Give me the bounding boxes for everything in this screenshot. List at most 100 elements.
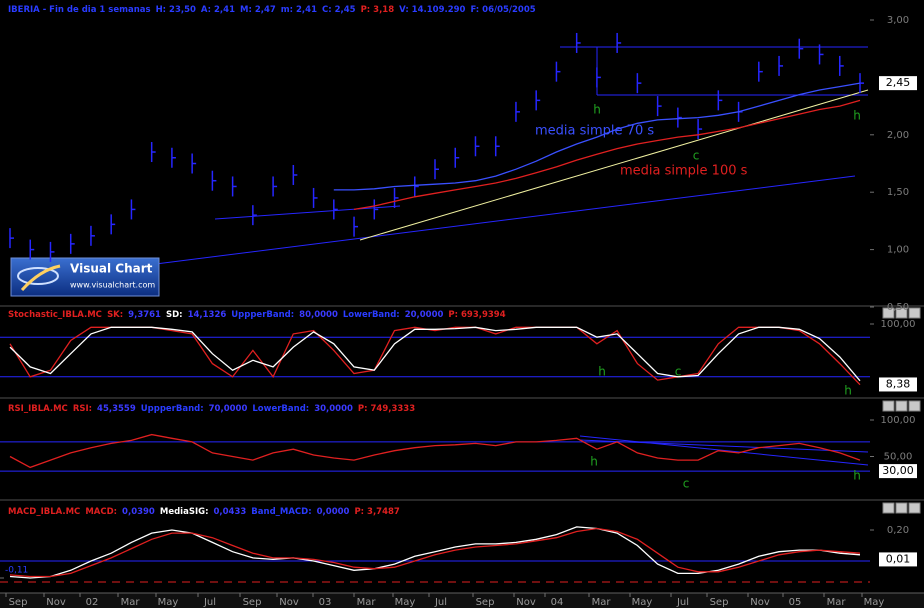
price-bar xyxy=(191,153,197,174)
x-tick-label: Mar xyxy=(357,597,377,608)
price-bar xyxy=(353,216,359,237)
price-bar xyxy=(312,187,318,208)
header-item: 9,3761 xyxy=(128,310,161,320)
x-tick-label: Nov xyxy=(46,597,66,608)
annotation: h xyxy=(844,384,852,398)
price-bar xyxy=(656,96,662,117)
price-bar xyxy=(29,239,35,260)
header-item: MACD_IBLA.MC xyxy=(8,507,80,517)
price-bar xyxy=(252,205,257,226)
y-tick-label: 3,00 xyxy=(887,15,909,26)
x-tick-label: Nov xyxy=(516,597,536,608)
logo-title: Visual Chart xyxy=(70,262,153,276)
header-item: 0,0433 xyxy=(213,507,246,517)
header-item: Band_MACD: xyxy=(251,507,311,517)
y-tick-label: 0,20 xyxy=(887,525,909,536)
header-item: A: 2,41 xyxy=(201,5,235,15)
price-bar xyxy=(272,176,278,197)
x-tick-label: May xyxy=(395,597,416,608)
trendline xyxy=(214,205,401,220)
time-axis-strip xyxy=(0,593,924,608)
x-tick-label: May xyxy=(632,597,653,608)
trendline xyxy=(359,89,869,241)
header-item: P: 3,18 xyxy=(361,5,395,15)
header-item: 14,1326 xyxy=(188,310,227,320)
header-item: RSI: xyxy=(73,404,92,414)
price-bar xyxy=(575,32,581,53)
header-item: P: 3,7487 xyxy=(354,507,399,517)
annotation: h xyxy=(853,109,861,123)
series-line xyxy=(333,82,861,191)
header-item: M: 2,47 xyxy=(240,5,276,15)
x-tick-label: Nov xyxy=(279,597,299,608)
price-bar xyxy=(231,176,237,197)
x-tick-label: Jul xyxy=(434,597,447,608)
annotation: c xyxy=(683,477,690,491)
price-bar xyxy=(596,67,601,88)
price-bar xyxy=(90,225,95,246)
x-tick-label: Sep xyxy=(476,597,495,608)
logo-url: www.visualchart.com xyxy=(70,281,155,290)
x-tick-label: Jul xyxy=(203,597,216,608)
price-bar xyxy=(474,136,480,157)
series-line xyxy=(9,433,861,469)
price-bar xyxy=(454,147,460,168)
price-bar xyxy=(150,142,156,163)
price-bar xyxy=(636,73,642,94)
annotation: c xyxy=(675,365,682,379)
last-value-box xyxy=(879,76,917,91)
annotation: h xyxy=(598,365,606,379)
x-tick-label: 04 xyxy=(551,597,564,608)
x-tick-label: Jul xyxy=(676,597,689,608)
series-line xyxy=(9,326,861,382)
annotation: h xyxy=(853,469,861,483)
header-item: UppperBand: xyxy=(231,310,294,320)
header-item: LowerBand: xyxy=(343,310,400,320)
header-item: P: 749,3333 xyxy=(358,404,415,414)
trendline xyxy=(579,435,869,466)
header-item: 20,0000 xyxy=(405,310,444,320)
header-item: F: 06/05/2005 xyxy=(470,5,535,15)
x-tick-label: Nov xyxy=(750,597,770,608)
x-tick-label: Mar xyxy=(827,597,847,608)
price-bar xyxy=(49,241,55,262)
window-buttons[interactable] xyxy=(882,307,921,514)
price-bar xyxy=(69,233,75,254)
logo: Visual Chart www.visualchart.com xyxy=(10,257,160,297)
price-bar xyxy=(414,176,419,197)
x-tick-label: 03 xyxy=(319,597,332,608)
x-tick-label: Sep xyxy=(243,597,262,608)
last-value-label: 30,00 xyxy=(882,464,914,477)
price-bar xyxy=(697,119,703,140)
price-bar xyxy=(494,136,500,157)
x-tick-label: May xyxy=(864,597,885,608)
panel-header: Stochastic_IBLA.MC SK: 9,3761 SD: 14,1326 Upp… xyxy=(8,310,506,320)
price-bar xyxy=(110,214,116,235)
panel-header: MACD_IBLA.MC MACD: 0,0390 MediaSIG: 0,0433 Ba… xyxy=(8,507,400,517)
header-item: Stochastic_IBLA.MC xyxy=(8,310,102,320)
annotation: c xyxy=(693,149,700,163)
price-bar xyxy=(211,170,217,191)
y-tick-label: 2,00 xyxy=(887,130,909,141)
series-line xyxy=(9,526,861,579)
header-item: V: 14.109.290 xyxy=(399,5,465,15)
price-bar xyxy=(393,187,399,208)
x-tick-label: 02 xyxy=(86,597,99,608)
series-label: media simple 70 s xyxy=(535,124,654,139)
price-bar xyxy=(555,61,561,82)
last-value-label: 8,38 xyxy=(886,377,911,390)
header-item: RSI_IBLA.MC xyxy=(8,404,68,414)
header-item: IBERIA - Fin de dia 1 semanas xyxy=(8,5,151,15)
header-item: MediaSIG: xyxy=(160,507,209,517)
x-tick-label: Sep xyxy=(710,597,729,608)
price-bar xyxy=(535,90,541,111)
price-bar xyxy=(515,101,520,122)
price-bar xyxy=(373,199,379,220)
header-item: C: 2,45 xyxy=(322,5,356,15)
price-bar xyxy=(758,61,763,82)
last-value-box xyxy=(879,464,917,479)
header-item: 0,0000 xyxy=(317,507,350,517)
x-tick-label: Mar xyxy=(121,597,141,608)
annotation: h xyxy=(590,455,598,469)
